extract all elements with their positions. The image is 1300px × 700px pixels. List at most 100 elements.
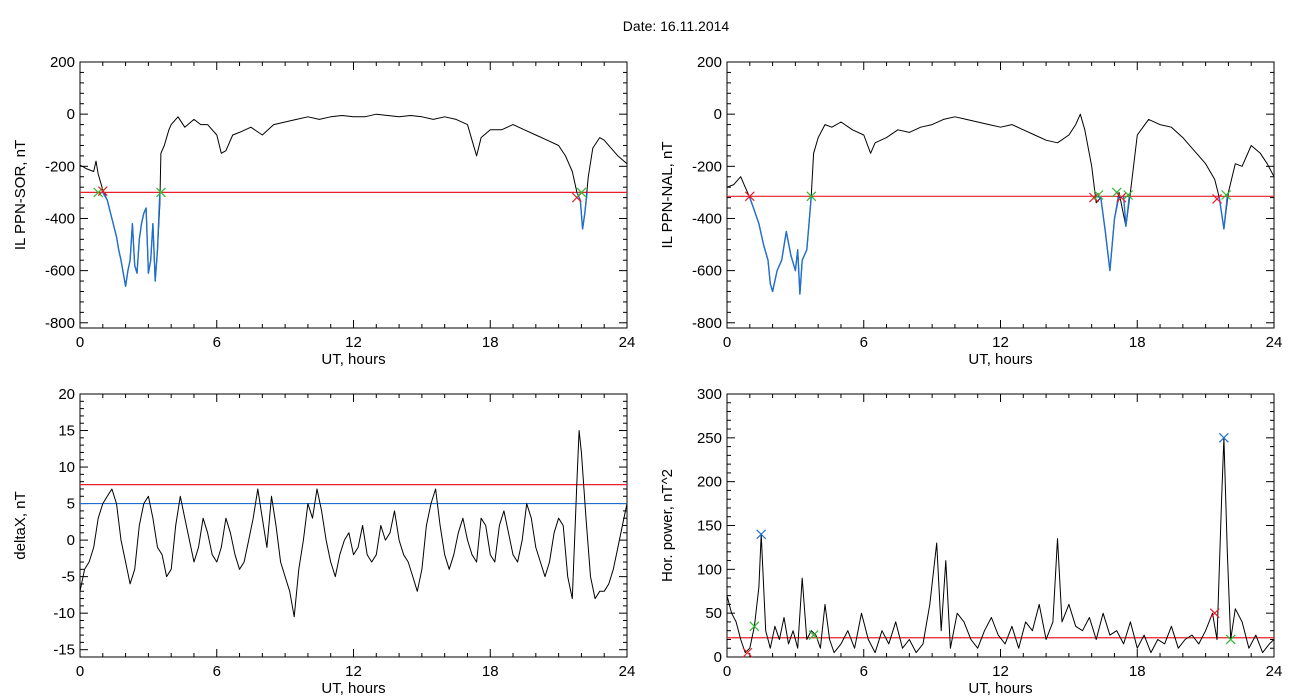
y-tick-label: 0 [714,649,722,666]
x-tick-label: 6 [860,334,868,351]
panel-deltax: 0 6 12 18 24 20 15 10 5 0 -5 -10 -15 UT, hours deltaX,… [12,386,635,697]
x-tick-label: 24 [1266,334,1283,351]
marker-stroke [1221,190,1232,200]
marker-stroke [1209,608,1220,619]
x-tick-label: 0 [723,663,731,680]
panel-sor: 0 6 12 18 24 200 0 -200 -400 -600 -800 UT, hours IL … [12,54,635,368]
y-tick-label: 0 [714,106,722,123]
y-tick-label: -800 [692,315,722,332]
y-tick-label: 5 [67,496,75,513]
series-line [726,437,1275,654]
x-tick-label: 6 [213,334,221,351]
y-tick-label: -400 [45,210,75,227]
series-line [1122,196,1130,228]
x-tick-label: 6 [860,663,868,680]
marker-stroke [806,191,817,202]
event-marker [1212,193,1222,204]
y-tick-label: -5 [62,569,75,586]
series-line [1096,195,1120,272]
x-tick-label: 18 [1129,663,1146,680]
event-marker [1209,608,1220,619]
y-tick-label: -800 [45,315,75,332]
y-axis-title: Hor. power, nT^2 [659,469,676,582]
y-tick-label: -200 [692,158,722,175]
y-tick-label: 300 [697,386,722,403]
event-marker [1116,192,1127,203]
y-tick-label: 0 [67,532,75,549]
x-tick-label: 0 [76,663,84,680]
plot-frame [726,393,1275,658]
series-line [102,192,161,287]
event-marker [1225,634,1236,645]
plot-frame [79,61,628,329]
y-axis-title: IL PPN-NAL, nT [659,142,676,249]
panel-nal: 0 6 12 18 24 200 0 -200 -400 -600 -800 UT, hours IL … [659,54,1282,368]
marker-stroke [1212,193,1222,204]
y-tick-label: -10 [53,605,75,622]
y-tick-label: 200 [697,474,722,491]
event-marker [744,191,755,202]
event-marker [756,529,767,540]
x-tick-label: 6 [213,663,221,680]
x-tick-label: 18 [482,334,499,351]
marker-stroke [1089,192,1099,203]
marker-stroke [808,630,819,641]
marker-stroke [744,191,755,202]
plot-frame [79,393,628,658]
panel-power: 0 6 12 18 24 300 250 200 150 100 50 0 UT, hours Hor. … [659,386,1282,697]
x-axis-title: UT, hours [968,351,1032,368]
marker-stroke [742,647,753,658]
x-axis-title: UT, hours [321,351,385,368]
y-tick-label: -600 [692,263,722,280]
y-axis-title: IL PPN-SOR, nT [12,140,29,250]
event-marker [1218,432,1229,443]
y-axis-title: deltaX, nT [12,491,29,559]
x-tick-label: 0 [723,334,731,351]
x-axis-title: UT, hours [321,680,385,697]
event-marker [576,187,587,198]
plot-frame [726,61,1275,329]
series-line [576,192,588,230]
y-tick-label: 50 [705,605,722,622]
x-tick-label: 24 [619,663,636,680]
y-tick-label: 150 [697,518,722,535]
event-marker [97,186,108,197]
marker-stroke [1116,192,1127,203]
y-tick-label: -15 [53,642,75,659]
x-axis-title: UT, hours [968,680,1032,697]
y-tick-label: 20 [58,386,75,403]
y-tick-label: 10 [58,459,75,476]
series-line [79,113,628,287]
event-marker [742,647,753,658]
marker-stroke [749,621,760,632]
marker-stroke [1218,432,1229,443]
x-tick-label: 24 [1266,663,1283,680]
y-tick-label: -400 [692,210,722,227]
marker-stroke [756,529,767,540]
marker-stroke [1123,190,1134,200]
date-title: Date: 16.11.2014 [622,18,730,34]
x-tick-label: 12 [992,334,1009,351]
x-tick-label: 24 [619,334,636,351]
y-tick-label: 250 [697,430,722,447]
marker-stroke [1093,190,1104,200]
x-tick-label: 12 [345,334,362,351]
y-tick-label: 200 [50,54,75,71]
event-marker [155,187,166,198]
y-tick-label: 100 [697,561,722,578]
x-tick-label: 18 [482,663,499,680]
y-tick-label: -200 [45,158,75,175]
series-line [1218,196,1228,230]
event-marker [749,621,760,632]
event-marker [808,630,819,641]
event-marker [1123,190,1134,200]
series-line [749,196,812,295]
event-marker [1089,192,1099,203]
marker-stroke [97,186,108,197]
y-tick-label: -600 [45,263,75,280]
marker-stroke [576,187,587,198]
x-tick-label: 18 [1129,334,1146,351]
marker-stroke [1111,187,1122,198]
series-line [726,113,1275,295]
